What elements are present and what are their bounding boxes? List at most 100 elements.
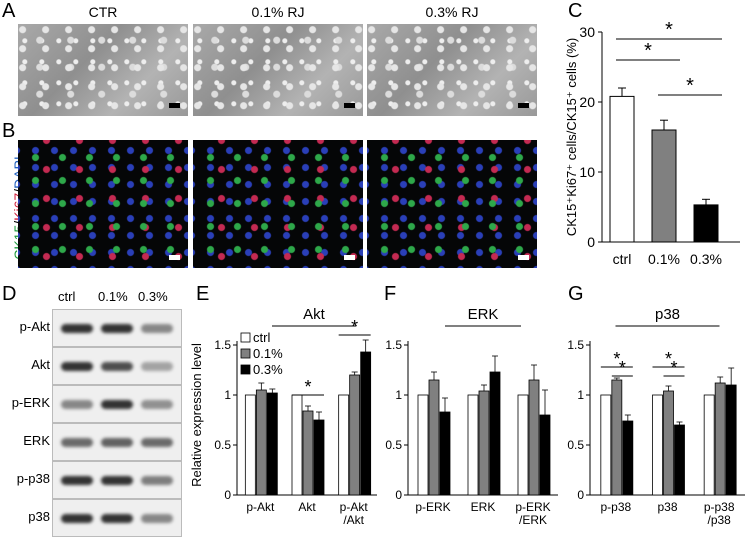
blot-band	[101, 438, 133, 447]
chart-e: 0 0.5 1 1.5 p-Akt Akt p-Akt/Akt Akt Relative exp…	[189, 306, 377, 527]
bar-0.1%	[663, 390, 674, 496]
significance-star: *	[619, 358, 626, 378]
y-tick-label: 1.5	[567, 338, 584, 352]
bar-ctrl	[652, 394, 663, 496]
y-tick-label: 1	[224, 388, 231, 402]
x-tick-label: p-Akt	[246, 500, 275, 514]
bar-ctrl	[244, 394, 256, 496]
bar-0.1%	[651, 129, 677, 243]
fluor-image-ctr	[18, 140, 188, 268]
y-tick-label: 0	[577, 488, 584, 502]
blot-strip	[52, 385, 182, 423]
bar-0.1%	[528, 379, 540, 496]
bar-0.1%	[349, 374, 361, 496]
blot-band	[101, 362, 133, 371]
blot-band	[61, 514, 93, 523]
significance-star: *	[686, 75, 694, 97]
panel-label-e: E	[196, 283, 210, 305]
fluor-image-03rj	[367, 140, 537, 268]
y-tick-label: 0.5	[567, 438, 584, 452]
panel-label-a: A	[2, 0, 16, 22]
y-tick-label: 1	[577, 388, 584, 402]
western-blot: ctrl 0.1% 0.3% p-Akt Akt p-ERK ERK p-p38 p38	[0, 285, 190, 540]
blot-strip	[52, 461, 182, 499]
bar-ctrl	[338, 394, 350, 496]
scale-bar	[344, 103, 355, 108]
y-tick-label: 1	[395, 388, 402, 402]
y-tick-label: 10	[579, 164, 595, 180]
blot-band	[61, 438, 93, 447]
bar-ctrl	[517, 394, 529, 496]
bar-0.3%	[266, 392, 278, 496]
bar-0.1%	[611, 379, 623, 496]
blot-band	[61, 400, 93, 409]
blot-strip	[52, 309, 182, 347]
y-tick-label: 0	[395, 488, 402, 502]
blot-band	[141, 514, 173, 523]
x-tick-label: ctrl	[613, 251, 632, 267]
bar-0.1%	[302, 410, 314, 496]
bar-ctrl	[417, 394, 429, 496]
blot-band	[61, 324, 93, 333]
blot-row-label: p-ERK	[11, 395, 50, 410]
blot-band	[101, 400, 133, 409]
bar-ctrl	[600, 394, 612, 496]
panel-label-g: G	[568, 283, 584, 305]
chart-title: ERK	[468, 306, 499, 323]
bar-ctrl	[609, 95, 635, 243]
legend-label: ctrl	[253, 330, 270, 345]
legend-label: 0.1%	[253, 346, 283, 361]
blot-row-label: p38	[28, 509, 50, 524]
blot-strip	[52, 499, 182, 537]
bar-0.3%	[725, 384, 737, 496]
column-title-ctr: CTR	[88, 4, 118, 20]
blot-band	[141, 400, 173, 409]
panel-label-d: D	[2, 283, 17, 305]
bar-ctrl	[291, 394, 303, 496]
x-tick-label: Akt	[298, 500, 316, 514]
blot-band	[61, 362, 93, 371]
blot-band	[141, 476, 173, 485]
bar-0.3%	[693, 204, 719, 243]
y-axis-label: CK15⁺Ki67⁺ cells/CK15⁺ cells (%)	[564, 38, 579, 236]
scale-bar	[518, 255, 529, 260]
lane-label-01: 0.1%	[98, 289, 128, 304]
y-tick-label: 0	[587, 234, 595, 250]
y-axis-label: Relative expression level	[189, 343, 204, 487]
panel-label-c: C	[568, 0, 583, 22]
chart-title: Akt	[303, 306, 326, 323]
x-tick-label: p-p38	[704, 500, 735, 514]
bar-ctrl	[467, 394, 479, 496]
blot-band	[141, 362, 173, 371]
blot-band	[141, 324, 173, 333]
x-tick-label: p-Akt	[340, 500, 369, 514]
x-tick-label: p38	[657, 500, 677, 514]
significance-star: *	[665, 20, 673, 41]
x-tick-label: /Akt	[343, 513, 364, 527]
chart-f: 0 0.5 1 1.5 p-ERK ERK p-ERK/ERK ERK	[385, 306, 558, 527]
significance-star: *	[670, 358, 677, 378]
column-title-03rj: 0.3% RJ	[425, 4, 479, 20]
blot-row-label: p-Akt	[19, 319, 50, 334]
phase-image-03rj	[367, 24, 537, 116]
significance-star: *	[665, 349, 672, 369]
bar-0.3%	[439, 411, 451, 496]
x-tick-label: p-ERK	[515, 500, 550, 514]
bar-0.3%	[674, 424, 685, 496]
blot-band	[101, 476, 133, 485]
bar-ctrl	[703, 394, 715, 496]
bar-0.1%	[255, 389, 267, 496]
phase-image-ctr	[18, 24, 188, 116]
x-tick-label: 0.3%	[690, 251, 722, 267]
legend-swatch	[240, 348, 251, 359]
y-tick-label: 0	[224, 488, 231, 502]
significance-star: *	[644, 40, 652, 62]
bar-0.3%	[622, 420, 634, 496]
legend-swatch	[240, 364, 251, 375]
y-tick-label: 0.5	[214, 438, 231, 452]
blot-band	[101, 324, 133, 333]
blot-row-label: Akt	[31, 357, 50, 372]
scale-bar	[344, 255, 355, 260]
blot-row-label: ERK	[23, 433, 50, 448]
